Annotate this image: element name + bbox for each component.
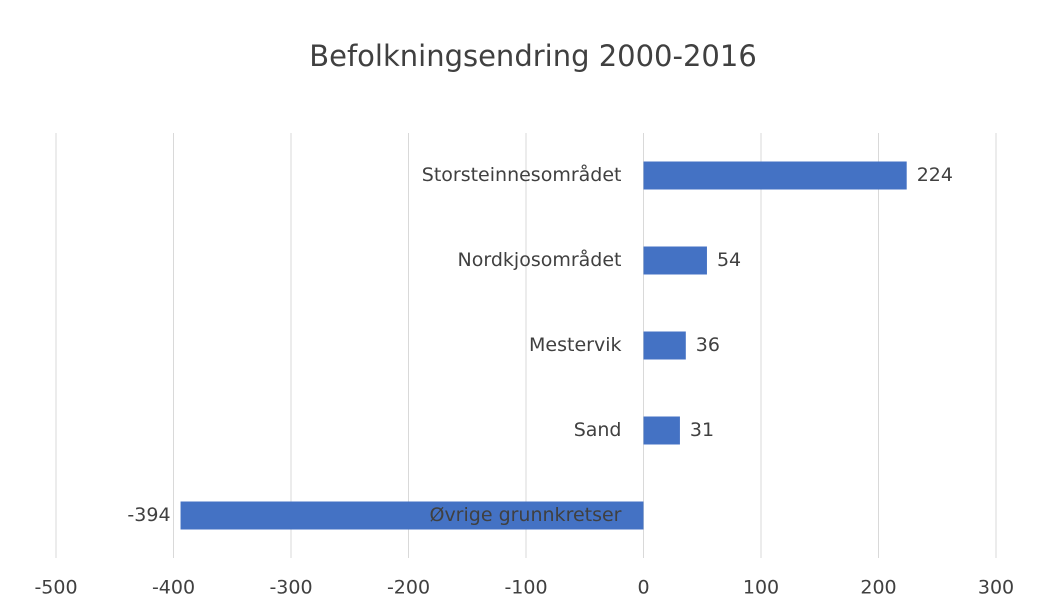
x-tick-label: -100 [504,577,547,599]
x-tick-label: 200 [860,577,896,599]
value-label: 36 [696,334,720,356]
category-label: Sand [574,419,622,441]
bar [643,331,686,360]
x-tick-label: 300 [978,577,1014,599]
x-tick-label: -300 [269,577,312,599]
category-label: Nordkjosområdet [458,248,622,271]
bar [643,161,907,190]
value-label: 31 [690,419,714,441]
x-tick-label: -200 [387,577,430,599]
value-label: 224 [917,164,953,186]
category-label: Storsteinnesområdet [422,163,622,186]
value-label: 54 [717,249,741,271]
bar [180,501,644,530]
bar [643,246,707,275]
category-label: Mestervik [529,334,621,356]
x-tick-label: 0 [637,577,649,599]
category-label: Øvrige grunnkretser [429,504,621,526]
x-tick-label: -400 [152,577,195,599]
value-label: -394 [127,504,170,526]
bar [643,416,680,445]
x-tick-label: 100 [743,577,779,599]
x-tick-label: -500 [34,577,77,599]
chart-title: Befolkningsendring 2000-2016 [309,39,757,73]
